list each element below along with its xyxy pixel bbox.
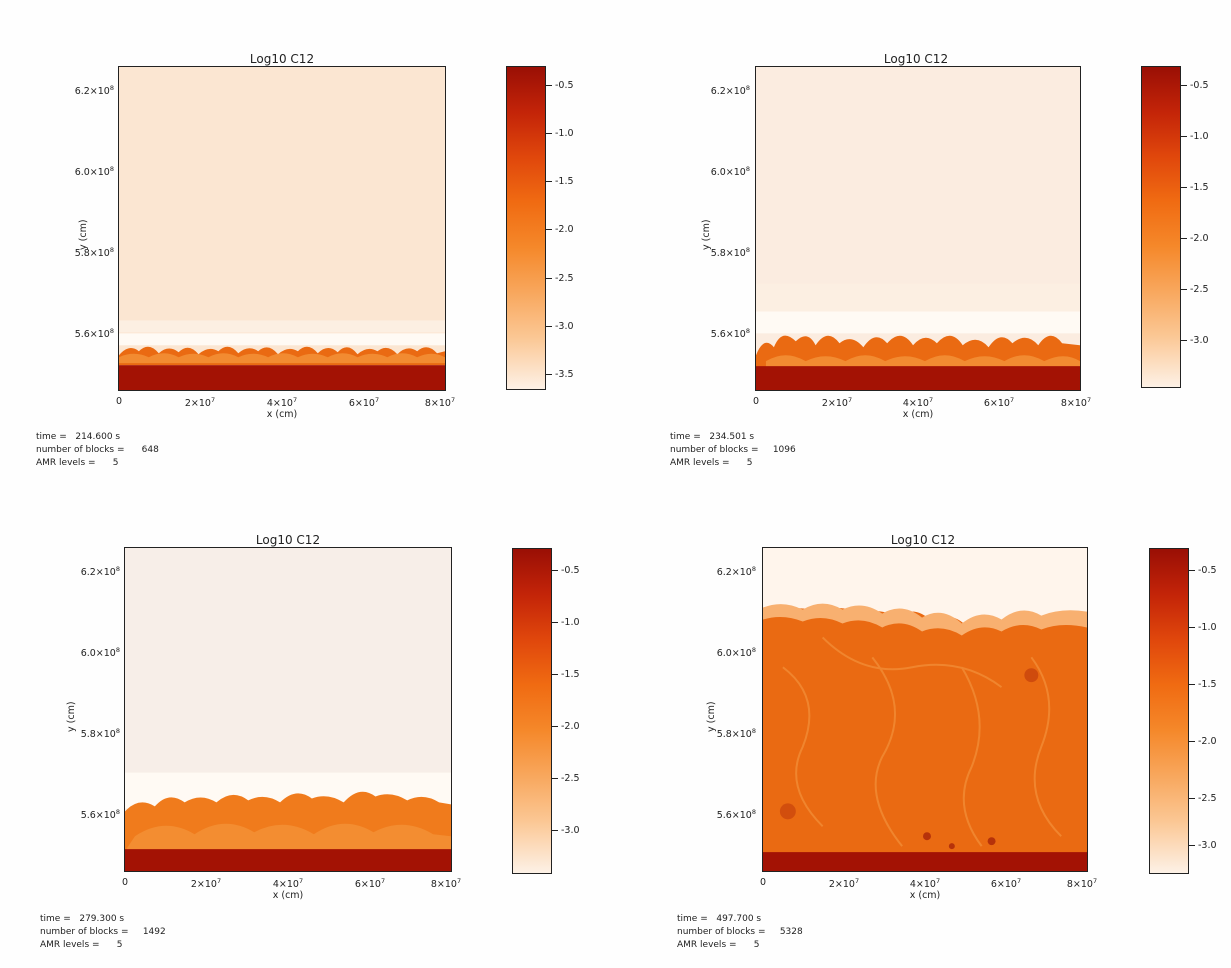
y-tick-label: 6.0×108 <box>716 646 756 660</box>
colorbar <box>1149 548 1189 874</box>
x-tick-label: 6×107 <box>983 396 1015 410</box>
colorbar-tick-label: -0.5 <box>1189 565 1217 576</box>
heatmap-plot <box>762 547 1088 872</box>
x-tick-label: 2×107 <box>184 396 216 410</box>
panel-title: Log10 C12 <box>249 52 315 66</box>
y-tick-label: 5.8×108 <box>710 246 750 260</box>
colorbar-tick-label: -2.5 <box>546 273 574 284</box>
x-tick-label: 4×107 <box>272 877 304 891</box>
x-axis-label: x (cm) <box>902 409 934 420</box>
panel-title: Log10 C12 <box>883 52 949 66</box>
colorbar-tick-label: -1.0 <box>552 617 580 628</box>
x-tick-label: 2×107 <box>828 877 860 891</box>
y-tick-label: 5.6×108 <box>74 327 114 341</box>
y-axis-label: y (cm) <box>701 219 712 250</box>
colorbar-tick-label: -1.0 <box>1181 131 1209 142</box>
y-axis-label: y (cm) <box>78 219 89 250</box>
x-tick-label: 6×107 <box>348 396 380 410</box>
colorbar-tick-label: -2.0 <box>1189 736 1217 747</box>
y-tick-label: 6.2×108 <box>710 84 750 98</box>
colorbar-tick-label: -0.5 <box>1181 80 1209 91</box>
colorbar <box>512 548 552 874</box>
x-tick-label: 8×107 <box>424 396 456 410</box>
colorbar-tick-label: -1.5 <box>1181 182 1209 193</box>
colorbar-tick-label: -2.0 <box>552 721 580 732</box>
run-info: time = 234.501 s number of blocks = 1096… <box>670 432 796 468</box>
y-axis-label: y (cm) <box>706 701 717 732</box>
x-tick-label: 0 <box>121 877 129 888</box>
y-tick-label: 6.0×108 <box>80 646 120 660</box>
colorbar-tick-label: -2.0 <box>546 224 574 235</box>
colorbar-tick-label: -3.0 <box>546 321 574 332</box>
x-tick-label: 4×107 <box>266 396 298 410</box>
x-tick-label: 6×107 <box>990 877 1022 891</box>
x-axis-label: x (cm) <box>909 890 941 901</box>
colorbar-tick-label: -2.0 <box>1181 233 1209 244</box>
colorbar-tick-label: -0.5 <box>546 80 574 91</box>
run-info: time = 279.300 s number of blocks = 1492… <box>40 914 166 950</box>
y-tick-label: 6.2×108 <box>80 565 120 579</box>
colorbar-tick-label: -0.5 <box>552 565 580 576</box>
x-axis-label: x (cm) <box>266 409 298 420</box>
y-axis-label: y (cm) <box>66 701 77 732</box>
panel-title: Log10 C12 <box>255 533 321 547</box>
heatmap-image <box>125 548 451 871</box>
y-tick-label: 6.2×108 <box>716 565 756 579</box>
y-tick-label: 5.6×108 <box>710 327 750 341</box>
heatmap-image <box>763 548 1087 871</box>
colorbar-tick-label: -2.5 <box>552 773 580 784</box>
colorbar-tick-label: -1.5 <box>552 669 580 680</box>
colorbar-tick-label: -1.5 <box>1189 679 1217 690</box>
y-tick-label: 6.0×108 <box>74 165 114 179</box>
x-tick-label: 0 <box>115 396 123 407</box>
x-tick-label: 8×107 <box>430 877 462 891</box>
heatmap-image <box>119 67 445 390</box>
y-tick-label: 6.0×108 <box>710 165 750 179</box>
x-tick-label: 8×107 <box>1066 877 1098 891</box>
colorbar-tick-label: -3.0 <box>1189 840 1217 851</box>
y-tick-label: 5.6×108 <box>716 808 756 822</box>
colorbar <box>1141 66 1181 388</box>
y-tick-label: 5.8×108 <box>74 246 114 260</box>
colorbar-tick-label: -2.5 <box>1181 284 1209 295</box>
x-tick-label: 6×107 <box>354 877 386 891</box>
heatmap-plot <box>124 547 452 872</box>
colorbar <box>506 66 546 390</box>
colorbar-tick-label: -2.5 <box>1189 793 1217 804</box>
colorbar-tick-label: -3.0 <box>552 825 580 836</box>
x-tick-label: 0 <box>759 877 767 888</box>
panel-title: Log10 C12 <box>890 533 956 547</box>
heatmap-plot <box>755 66 1081 391</box>
x-tick-label: 4×107 <box>902 396 934 410</box>
x-tick-label: 0 <box>752 396 760 407</box>
y-tick-label: 5.6×108 <box>80 808 120 822</box>
y-tick-label: 6.2×108 <box>74 84 114 98</box>
x-tick-label: 4×107 <box>909 877 941 891</box>
run-info: time = 497.700 s number of blocks = 5328… <box>677 914 803 950</box>
x-tick-label: 2×107 <box>190 877 222 891</box>
colorbar-tick-label: -1.0 <box>1189 622 1217 633</box>
colorbar-tick-label: -1.5 <box>546 176 574 187</box>
heatmap-plot <box>118 66 446 391</box>
x-tick-label: 2×107 <box>821 396 853 410</box>
y-tick-label: 5.8×108 <box>716 727 756 741</box>
x-axis-label: x (cm) <box>272 890 304 901</box>
colorbar-tick-label: -1.0 <box>546 128 574 139</box>
colorbar-tick-label: -3.5 <box>546 369 574 380</box>
y-tick-label: 5.8×108 <box>80 727 120 741</box>
run-info: time = 214.600 s number of blocks = 648 … <box>36 432 159 468</box>
x-tick-label: 8×107 <box>1060 396 1092 410</box>
colorbar-tick-label: -3.0 <box>1181 335 1209 346</box>
heatmap-image <box>756 67 1080 390</box>
